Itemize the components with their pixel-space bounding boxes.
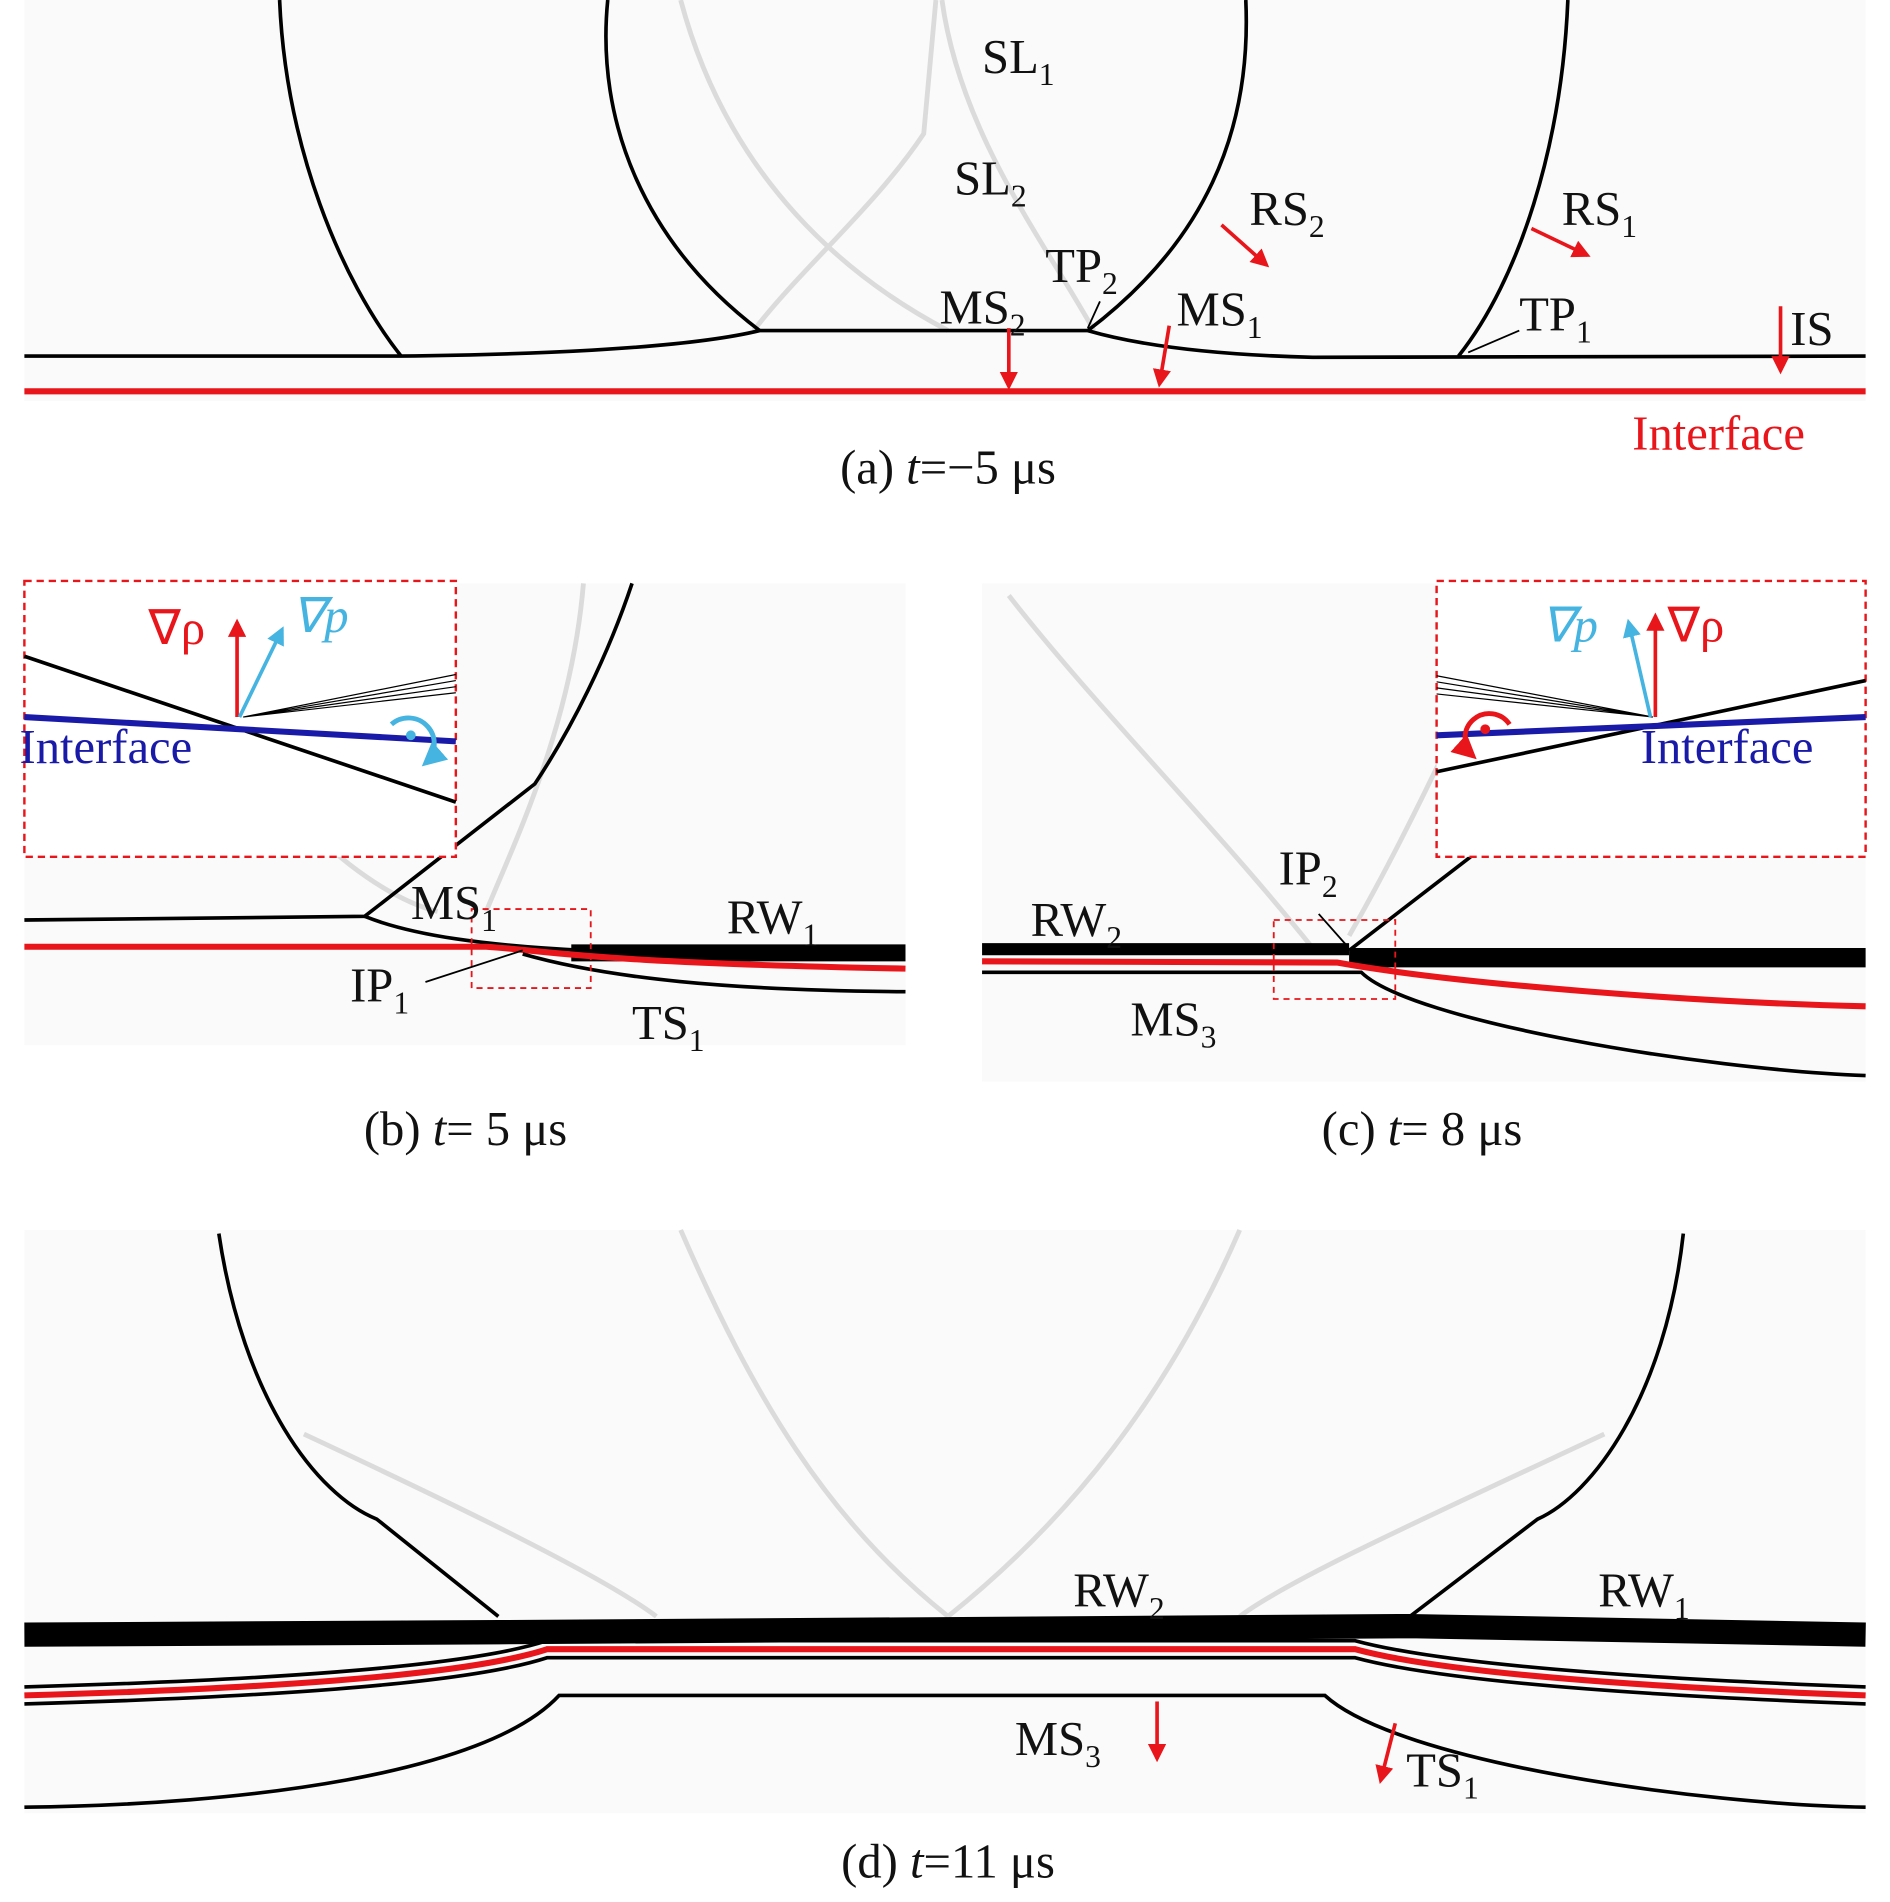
label: SL1	[982, 30, 1055, 92]
label: ∇p	[292, 589, 349, 643]
label: Interface	[1641, 720, 1814, 774]
label: TS1	[1406, 1744, 1479, 1806]
label: IP2	[1279, 842, 1338, 904]
label: RW2	[1073, 1564, 1164, 1626]
label: ∇ρ	[147, 601, 205, 655]
label: IP1	[350, 958, 409, 1020]
label: MS3	[1130, 992, 1216, 1054]
label: RW1	[1598, 1564, 1689, 1626]
caption: (b) t= 5 μs	[364, 1102, 567, 1156]
label: MS2	[940, 280, 1026, 342]
label: ∇p	[1541, 599, 1598, 653]
label: MS1	[411, 876, 497, 938]
label: RW2	[1031, 893, 1122, 955]
label: Interface	[20, 720, 193, 774]
label: RW1	[727, 890, 818, 952]
label: TS1	[632, 996, 705, 1058]
label: TP2	[1045, 239, 1118, 301]
panel-b: ∇ρ ∇p Interface MS1 RW1 IP1 TS1 (b) t= 5 …	[20, 579, 906, 1156]
caption: (c) t= 8 μs	[1322, 1102, 1523, 1156]
caption: (a) t=−5 μs	[840, 441, 1056, 495]
label: SL2	[954, 151, 1027, 213]
panel-a: SL1 SL2 RS2 RS1 TP2 MS2 MS1 TP1 IS Inter…	[24, 0, 1866, 495]
label: ∇ρ	[1667, 599, 1725, 653]
label: Interface	[1632, 407, 1805, 461]
label: TP1	[1519, 288, 1592, 350]
label: MS3	[1015, 1712, 1101, 1774]
panel-d: RW2 RW1 MS3 TS1 (d) t=11 μs	[24, 1228, 1866, 1889]
label: RS1	[1562, 182, 1637, 244]
label: IS	[1790, 302, 1833, 356]
panel-c: ∇p ∇ρ Interface IP2 RW2 MS3 (c) t= 8 μs	[982, 579, 1867, 1156]
label: MS1	[1177, 283, 1263, 345]
caption: (d) t=11 μs	[841, 1835, 1055, 1889]
label: RS2	[1249, 182, 1324, 244]
